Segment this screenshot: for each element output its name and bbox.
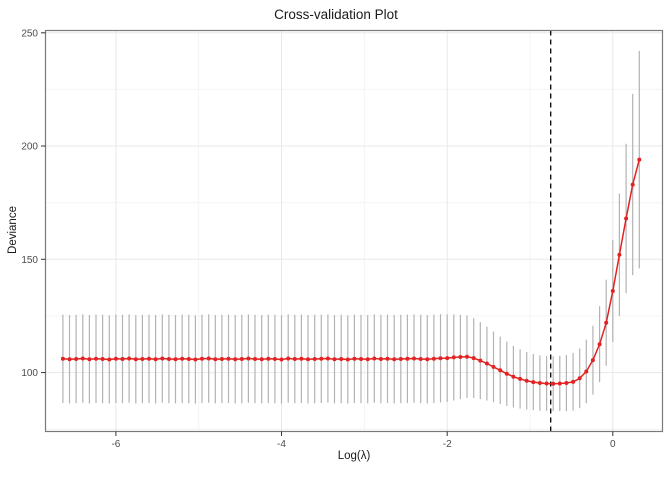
- svg-text:250: 250: [21, 28, 38, 39]
- svg-text:200: 200: [21, 142, 38, 153]
- svg-text:-4: -4: [277, 439, 286, 450]
- cv-curve: [60, 157, 642, 386]
- x-axis-label: Log(λ): [337, 450, 371, 462]
- svg-text:-2: -2: [443, 439, 452, 450]
- plot-title: Cross-validation Plot: [274, 7, 398, 22]
- svg-text:150: 150: [21, 255, 38, 266]
- svg-text:0: 0: [610, 439, 616, 450]
- panel-border: [44, 29, 664, 433]
- y-axis-ticks: 100 150 200 250: [21, 28, 46, 379]
- svg-text:100: 100: [21, 368, 38, 379]
- x-axis-ticks: -6 -4 -2 0: [111, 431, 616, 450]
- svg-text:-6: -6: [111, 439, 120, 450]
